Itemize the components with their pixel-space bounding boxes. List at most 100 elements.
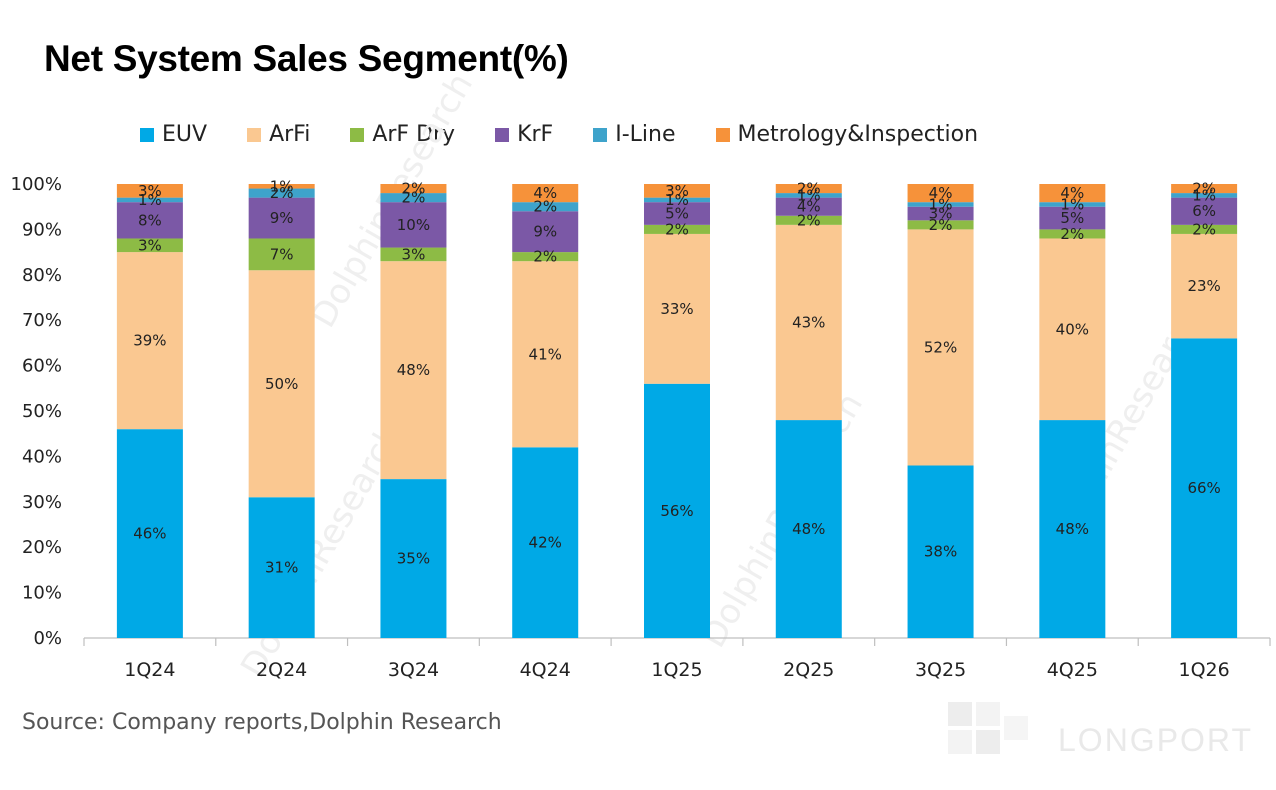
- bar-segment-arfi: [248, 270, 315, 498]
- y-tick-label: 30%: [22, 492, 62, 513]
- data-label: 48%: [1056, 520, 1089, 538]
- watermark-brand-text: LONGPORT: [1058, 722, 1253, 758]
- bar-segment-arf-dry: [1171, 224, 1238, 234]
- y-tick-label: 0%: [33, 628, 62, 649]
- data-label: 38%: [924, 543, 957, 561]
- legend-swatch-metrology-inspection: [715, 127, 730, 142]
- bar-segment-arf-dry: [248, 238, 315, 271]
- bar-segment-metrology-inspection: [907, 184, 974, 203]
- bar-segment-metrology-inspection: [248, 184, 315, 189]
- x-tick-label: 4Q25: [1047, 659, 1098, 681]
- bar-segment-euv: [775, 420, 842, 638]
- bar-segment-arf-dry: [775, 215, 842, 225]
- data-label: 4%: [1060, 184, 1084, 202]
- bar-segment-i-line: [248, 188, 315, 198]
- data-label: 3%: [138, 182, 162, 200]
- data-label: 5%: [665, 205, 689, 223]
- data-label: 3%: [929, 205, 953, 223]
- bar-segment-arfi: [380, 261, 447, 480]
- x-tick-label: 1Q24: [124, 659, 175, 681]
- x-tick-label: 3Q25: [915, 659, 966, 681]
- bar-segment-euv: [248, 497, 315, 638]
- data-label: 1%: [929, 195, 953, 213]
- data-label: 3%: [402, 245, 426, 263]
- bar-segment-metrology-inspection: [1039, 184, 1106, 203]
- legend-item-arf-dry: ArF Dry: [350, 122, 455, 147]
- legend-swatch-euv: [140, 127, 154, 142]
- y-tick-label: 80%: [22, 265, 62, 286]
- legend-item-i-line: I-Line: [593, 122, 676, 147]
- bar-segment-metrology-inspection: [1171, 184, 1238, 194]
- bar-segment-euv: [907, 465, 974, 638]
- data-label: 48%: [397, 361, 430, 379]
- data-label: 46%: [133, 525, 166, 543]
- source-note: Source: Company reports,Dolphin Research: [22, 710, 502, 735]
- legend-label: Metrology&Inspection: [737, 122, 979, 147]
- bar-segment-euv: [1039, 420, 1106, 638]
- bar-segment-euv: [380, 479, 447, 638]
- data-label: 2%: [665, 220, 689, 238]
- bar-segment-arf-dry: [644, 224, 710, 234]
- bar-segment-krf: [380, 202, 447, 248]
- y-tick-label: 10%: [22, 583, 62, 604]
- data-label: 2%: [533, 198, 557, 216]
- bar-segment-arfi: [1039, 238, 1106, 421]
- legend-swatch-arf-dry: [350, 127, 365, 142]
- bar-segment-krf: [512, 211, 579, 253]
- bar-segment-arf-dry: [512, 252, 579, 262]
- bar-segment-krf: [248, 197, 315, 239]
- data-label: 43%: [792, 313, 825, 331]
- data-label: 31%: [265, 559, 298, 577]
- bar-segment-arfi: [512, 261, 579, 448]
- data-label: 1%: [270, 177, 294, 195]
- x-tick-label: 1Q25: [651, 659, 702, 681]
- bar-segment-krf: [1171, 197, 1238, 225]
- legend-swatch-krf: [495, 127, 510, 142]
- bar-segment-krf: [116, 202, 183, 239]
- bar-segment-euv: [116, 429, 183, 638]
- bar-segment-metrology-inspection: [512, 184, 579, 203]
- data-label: 52%: [924, 338, 957, 356]
- labels-layer: 46%39%3%8%1%3%31%50%7%9%2%1%35%48%3%10%2…: [133, 177, 1221, 576]
- data-label: 2%: [1060, 225, 1084, 243]
- bar-segment-arf-dry: [907, 220, 974, 230]
- data-label: 3%: [665, 182, 689, 200]
- bar-segment-metrology-inspection: [644, 184, 710, 198]
- bar-segment-i-line: [1171, 193, 1238, 198]
- x-tick-label: 3Q24: [388, 659, 439, 681]
- data-label: 50%: [265, 375, 298, 393]
- data-label: 2%: [797, 211, 821, 229]
- bar-segment-arfi: [907, 229, 974, 466]
- bar-segment-krf: [1039, 206, 1106, 230]
- data-label: 1%: [797, 186, 821, 204]
- bar-segment-i-line: [907, 202, 974, 207]
- stacked-bar-chart: DolphinResearchDolphinResearchDolphinRes…: [11, 66, 1271, 685]
- data-label: 2%: [270, 184, 294, 202]
- bar-segment-arfi: [1171, 233, 1238, 339]
- y-tick-label: 100%: [11, 174, 62, 195]
- axis-layer: 0% 10% 20% 30% 40% 50% 60% 70% 80% 90% 100% 1Q24 2Q2…: [11, 174, 1271, 681]
- legend-label: ArFi: [269, 122, 311, 147]
- bar-segment-arf-dry: [116, 238, 183, 253]
- data-label: 1%: [1192, 186, 1216, 204]
- data-label: 39%: [133, 332, 166, 350]
- y-tick-label: 50%: [22, 401, 62, 422]
- bar-segment-arf-dry: [380, 247, 447, 262]
- bar-segment-metrology-inspection: [380, 184, 447, 194]
- bar-segment-euv: [644, 383, 710, 638]
- data-label: 23%: [1187, 277, 1220, 295]
- data-label: 2%: [533, 248, 557, 266]
- bar-segment-euv: [1171, 338, 1238, 638]
- bars-layer: [116, 184, 1238, 638]
- x-tick-label: 2Q24: [256, 659, 307, 681]
- data-label: 2%: [1192, 180, 1216, 198]
- data-label: 1%: [1060, 195, 1084, 213]
- data-label: 2%: [1192, 220, 1216, 238]
- data-label: 42%: [529, 534, 562, 552]
- data-label: 9%: [270, 209, 294, 227]
- bar-segment-i-line: [775, 193, 842, 198]
- legend-label: KrF: [517, 122, 554, 147]
- data-label: 2%: [402, 189, 426, 207]
- legend-label: I-Line: [615, 122, 676, 147]
- bar-segment-arfi: [644, 233, 710, 384]
